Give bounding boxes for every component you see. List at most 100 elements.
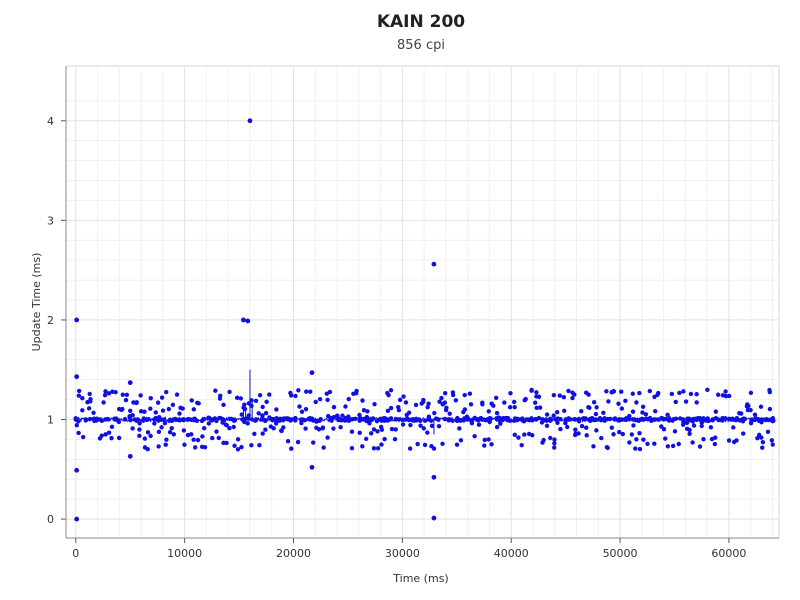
data-point <box>769 438 775 443</box>
data-point <box>622 417 627 422</box>
data-point <box>299 409 305 414</box>
data-point <box>124 392 130 397</box>
data-point <box>593 411 599 417</box>
data-point <box>458 438 464 443</box>
y-tick-label: 4 <box>47 115 54 128</box>
data-point <box>729 417 735 422</box>
data-point <box>573 427 578 432</box>
data-point <box>599 435 604 441</box>
data-point <box>611 432 616 437</box>
data-point <box>410 416 415 422</box>
data-point <box>353 416 358 421</box>
data-point <box>636 418 641 423</box>
data-point <box>641 437 646 442</box>
x-tick-label: 50000 <box>603 547 638 560</box>
data-point <box>113 389 118 395</box>
data-point <box>194 418 200 424</box>
data-point <box>363 436 369 442</box>
data-point <box>645 441 650 447</box>
data-point <box>288 390 293 396</box>
data-point <box>507 405 513 410</box>
data-point <box>687 431 692 436</box>
data-point <box>591 400 597 405</box>
data-point <box>421 426 427 431</box>
data-point <box>87 391 92 397</box>
data-point <box>122 417 127 422</box>
data-point <box>634 437 639 442</box>
data-point <box>422 418 428 423</box>
data-point <box>579 409 584 414</box>
data-point <box>296 388 301 393</box>
data-point <box>426 417 431 422</box>
data-point <box>700 417 706 422</box>
data-point <box>106 391 112 396</box>
data-point <box>239 412 244 417</box>
y-tick-label: 2 <box>47 314 54 327</box>
x-tick-label: 40000 <box>494 547 529 560</box>
data-point <box>485 417 490 422</box>
data-point <box>274 407 279 412</box>
data-point <box>713 409 719 414</box>
data-point <box>529 387 534 393</box>
data-point <box>214 418 219 424</box>
data-point <box>318 417 323 422</box>
data-point <box>393 416 399 422</box>
data-point <box>227 426 232 431</box>
data-point <box>74 423 79 428</box>
data-point <box>343 404 348 409</box>
data-point <box>687 418 692 423</box>
outlier-point <box>127 453 133 459</box>
data-point <box>440 441 445 446</box>
data-point <box>563 417 568 422</box>
data-point <box>767 389 773 395</box>
data-point <box>494 424 500 430</box>
data-point <box>206 415 211 420</box>
data-point <box>338 425 343 430</box>
data-point <box>643 412 649 417</box>
data-point <box>659 424 664 429</box>
data-point <box>146 417 151 422</box>
data-point <box>171 417 176 422</box>
data-point <box>289 446 294 451</box>
data-point <box>539 420 545 425</box>
data-point <box>210 417 216 422</box>
data-point <box>755 436 760 441</box>
data-point <box>716 392 721 397</box>
data-point <box>415 441 420 447</box>
data-point <box>637 430 642 436</box>
data-point <box>346 396 351 402</box>
x-tick-label: 60000 <box>711 547 746 560</box>
data-point <box>748 390 754 396</box>
data-point <box>617 429 622 435</box>
data-point <box>388 388 394 393</box>
data-point <box>432 410 437 416</box>
outlier-point <box>127 380 133 386</box>
x-tick-label: 20000 <box>276 547 311 560</box>
data-point <box>759 435 764 440</box>
data-point <box>472 434 477 439</box>
data-point <box>101 400 106 405</box>
data-point <box>379 427 385 432</box>
data-point <box>331 426 336 431</box>
data-point <box>566 388 571 394</box>
data-point <box>320 425 326 430</box>
data-point <box>403 400 409 405</box>
data-point <box>103 432 108 437</box>
data-point <box>357 430 362 436</box>
data-point <box>354 388 359 394</box>
data-point <box>189 432 194 437</box>
data-point <box>748 407 753 413</box>
data-point <box>279 428 284 433</box>
x-tick-label: 30000 <box>385 547 420 560</box>
data-point <box>176 417 182 423</box>
data-point <box>227 389 232 395</box>
data-point <box>349 429 355 434</box>
plot-area <box>65 65 780 539</box>
data-point <box>558 416 563 422</box>
data-point <box>182 442 187 447</box>
data-point <box>694 400 699 405</box>
data-point <box>407 446 413 451</box>
data-point <box>360 398 365 403</box>
data-point <box>321 445 326 450</box>
data-point <box>429 423 435 428</box>
